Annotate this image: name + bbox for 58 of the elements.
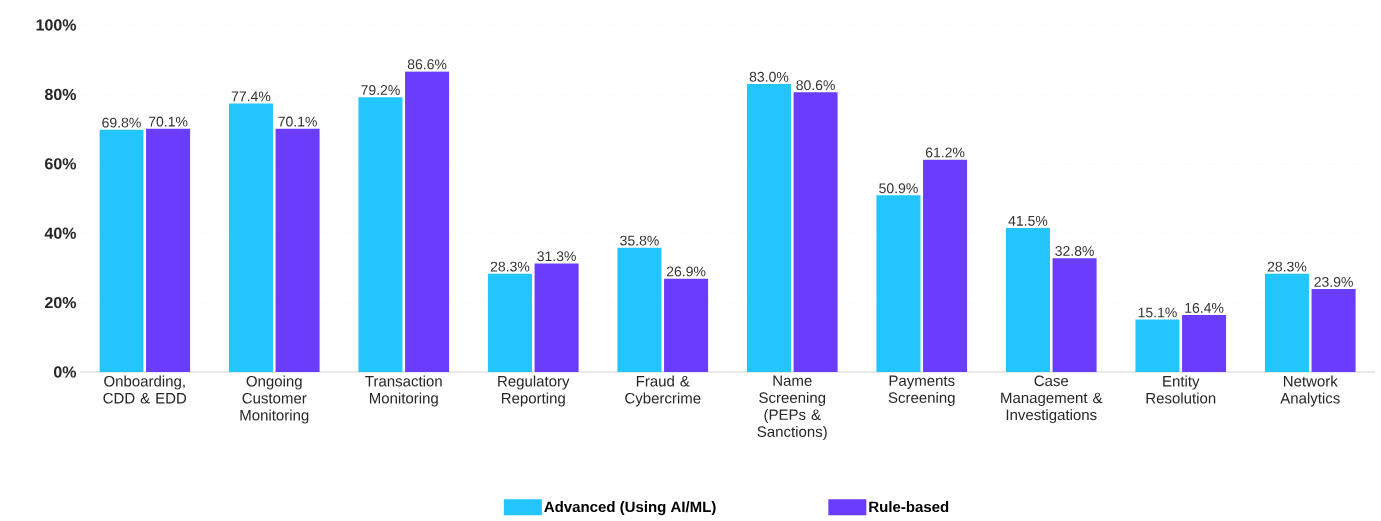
data-label: 35.8% xyxy=(620,235,659,246)
data-label: 86.6% xyxy=(407,59,447,70)
x-tick-label: Network Analytics xyxy=(1280,375,1340,407)
bar xyxy=(1264,273,1309,372)
bar xyxy=(617,247,662,372)
y-tick-label: 60% xyxy=(45,158,77,170)
bar xyxy=(1182,315,1227,372)
data-label: 69.8% xyxy=(102,117,141,128)
x-tick-label: Onboarding, CDD & EDD xyxy=(103,375,187,404)
data-label: 50.9% xyxy=(879,183,918,194)
data-label: 16.4% xyxy=(1185,302,1224,313)
x-tick-label: Case Management & Investigations xyxy=(1001,375,1103,424)
bar xyxy=(793,92,838,372)
bar xyxy=(876,195,921,372)
x-tick-label: Transaction Monitoring xyxy=(365,375,442,407)
data-label: 61.2% xyxy=(925,147,965,158)
data-label: 70.1% xyxy=(148,116,188,127)
data-label: 26.9% xyxy=(666,266,706,277)
bar xyxy=(275,128,320,372)
bar xyxy=(1311,289,1356,372)
y-tick-label: 20% xyxy=(45,296,77,309)
bar xyxy=(358,97,403,372)
data-label: 23.9% xyxy=(1314,276,1353,287)
bar xyxy=(405,71,450,372)
x-tick-label: Ongoing Customer Monitoring xyxy=(240,375,309,424)
y-tick-label: 40% xyxy=(44,227,77,239)
bar xyxy=(664,278,709,372)
y-tick-label: 80% xyxy=(44,88,77,101)
bar xyxy=(923,159,968,372)
data-label: 28.3% xyxy=(490,261,530,272)
x-tick-label: Regulatory Reporting xyxy=(498,375,570,407)
bar xyxy=(487,273,532,372)
x-tick-label: Entity Resolution xyxy=(1146,375,1216,404)
bar xyxy=(1135,319,1180,372)
bar xyxy=(1052,258,1097,372)
bar xyxy=(1005,227,1050,372)
data-label: 41.5% xyxy=(1008,215,1048,226)
data-label: 31.3% xyxy=(537,251,576,262)
bar xyxy=(534,263,579,372)
data-label: 83.0% xyxy=(749,71,789,82)
data-label: 32.8% xyxy=(1055,246,1094,256)
y-tick-label: 0% xyxy=(53,366,77,378)
data-label: 77.4% xyxy=(231,91,271,102)
data-label: 15.1% xyxy=(1138,307,1177,318)
bar xyxy=(746,83,791,372)
legend-label: Advanced (Using AI/ML) xyxy=(544,501,716,516)
bar xyxy=(228,103,273,372)
data-label: 70.1% xyxy=(278,116,317,127)
bar xyxy=(99,129,144,372)
legend-label: Rule-based xyxy=(869,501,949,513)
data-label: 79.2% xyxy=(361,85,400,95)
x-tick-label: Fraud & Cybercrime xyxy=(625,375,701,407)
data-label: 28.3% xyxy=(1267,261,1307,272)
bar xyxy=(146,128,191,372)
x-tick-label: Payments Screening xyxy=(888,375,955,406)
x-tick-label: Name Screening (PEPs & Sanctions) xyxy=(757,375,827,440)
y-tick-label: 100% xyxy=(36,19,77,31)
data-label: 80.6% xyxy=(796,80,835,91)
